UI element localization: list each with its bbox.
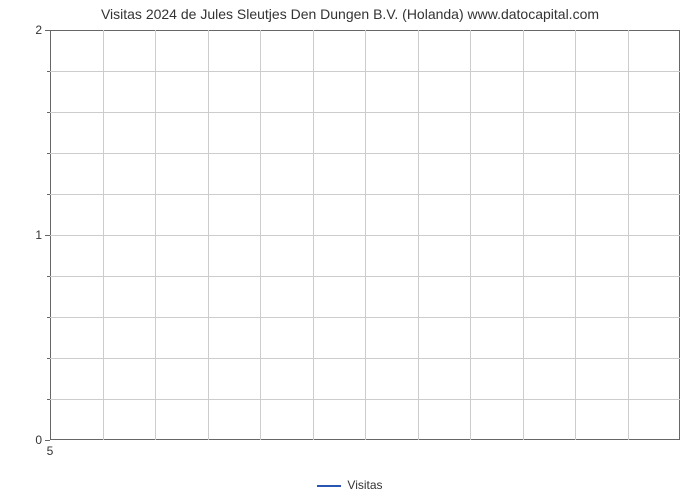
y-minor-tick-mark: [47, 153, 50, 154]
y-minor-tick-mark: [47, 358, 50, 359]
y-tick-mark: [45, 440, 50, 441]
plot-area: 0125: [50, 30, 680, 440]
y-tick-mark: [45, 30, 50, 31]
y-tick-label: 1: [35, 228, 42, 242]
legend-label: Visitas: [347, 478, 382, 492]
y-minor-tick-mark: [47, 71, 50, 72]
gridline-horizontal: [50, 317, 680, 318]
gridline-horizontal: [50, 71, 680, 72]
y-tick-mark: [45, 235, 50, 236]
y-tick-label: 2: [35, 23, 42, 37]
x-tick-label: 5: [47, 444, 54, 458]
gridline-horizontal: [50, 235, 680, 236]
y-minor-tick-mark: [47, 317, 50, 318]
legend-line: [317, 485, 341, 487]
y-tick-label: 0: [35, 433, 42, 447]
gridline-horizontal: [50, 358, 680, 359]
y-minor-tick-mark: [47, 112, 50, 113]
y-minor-tick-mark: [47, 276, 50, 277]
y-minor-tick-mark: [47, 194, 50, 195]
gridline-horizontal: [50, 194, 680, 195]
gridline-horizontal: [50, 276, 680, 277]
y-minor-tick-mark: [47, 399, 50, 400]
gridline-horizontal: [50, 399, 680, 400]
legend: Visitas: [0, 478, 700, 492]
chart-title: Visitas 2024 de Jules Sleutjes Den Dunge…: [0, 6, 700, 22]
gridline-horizontal: [50, 112, 680, 113]
gridline-horizontal: [50, 153, 680, 154]
